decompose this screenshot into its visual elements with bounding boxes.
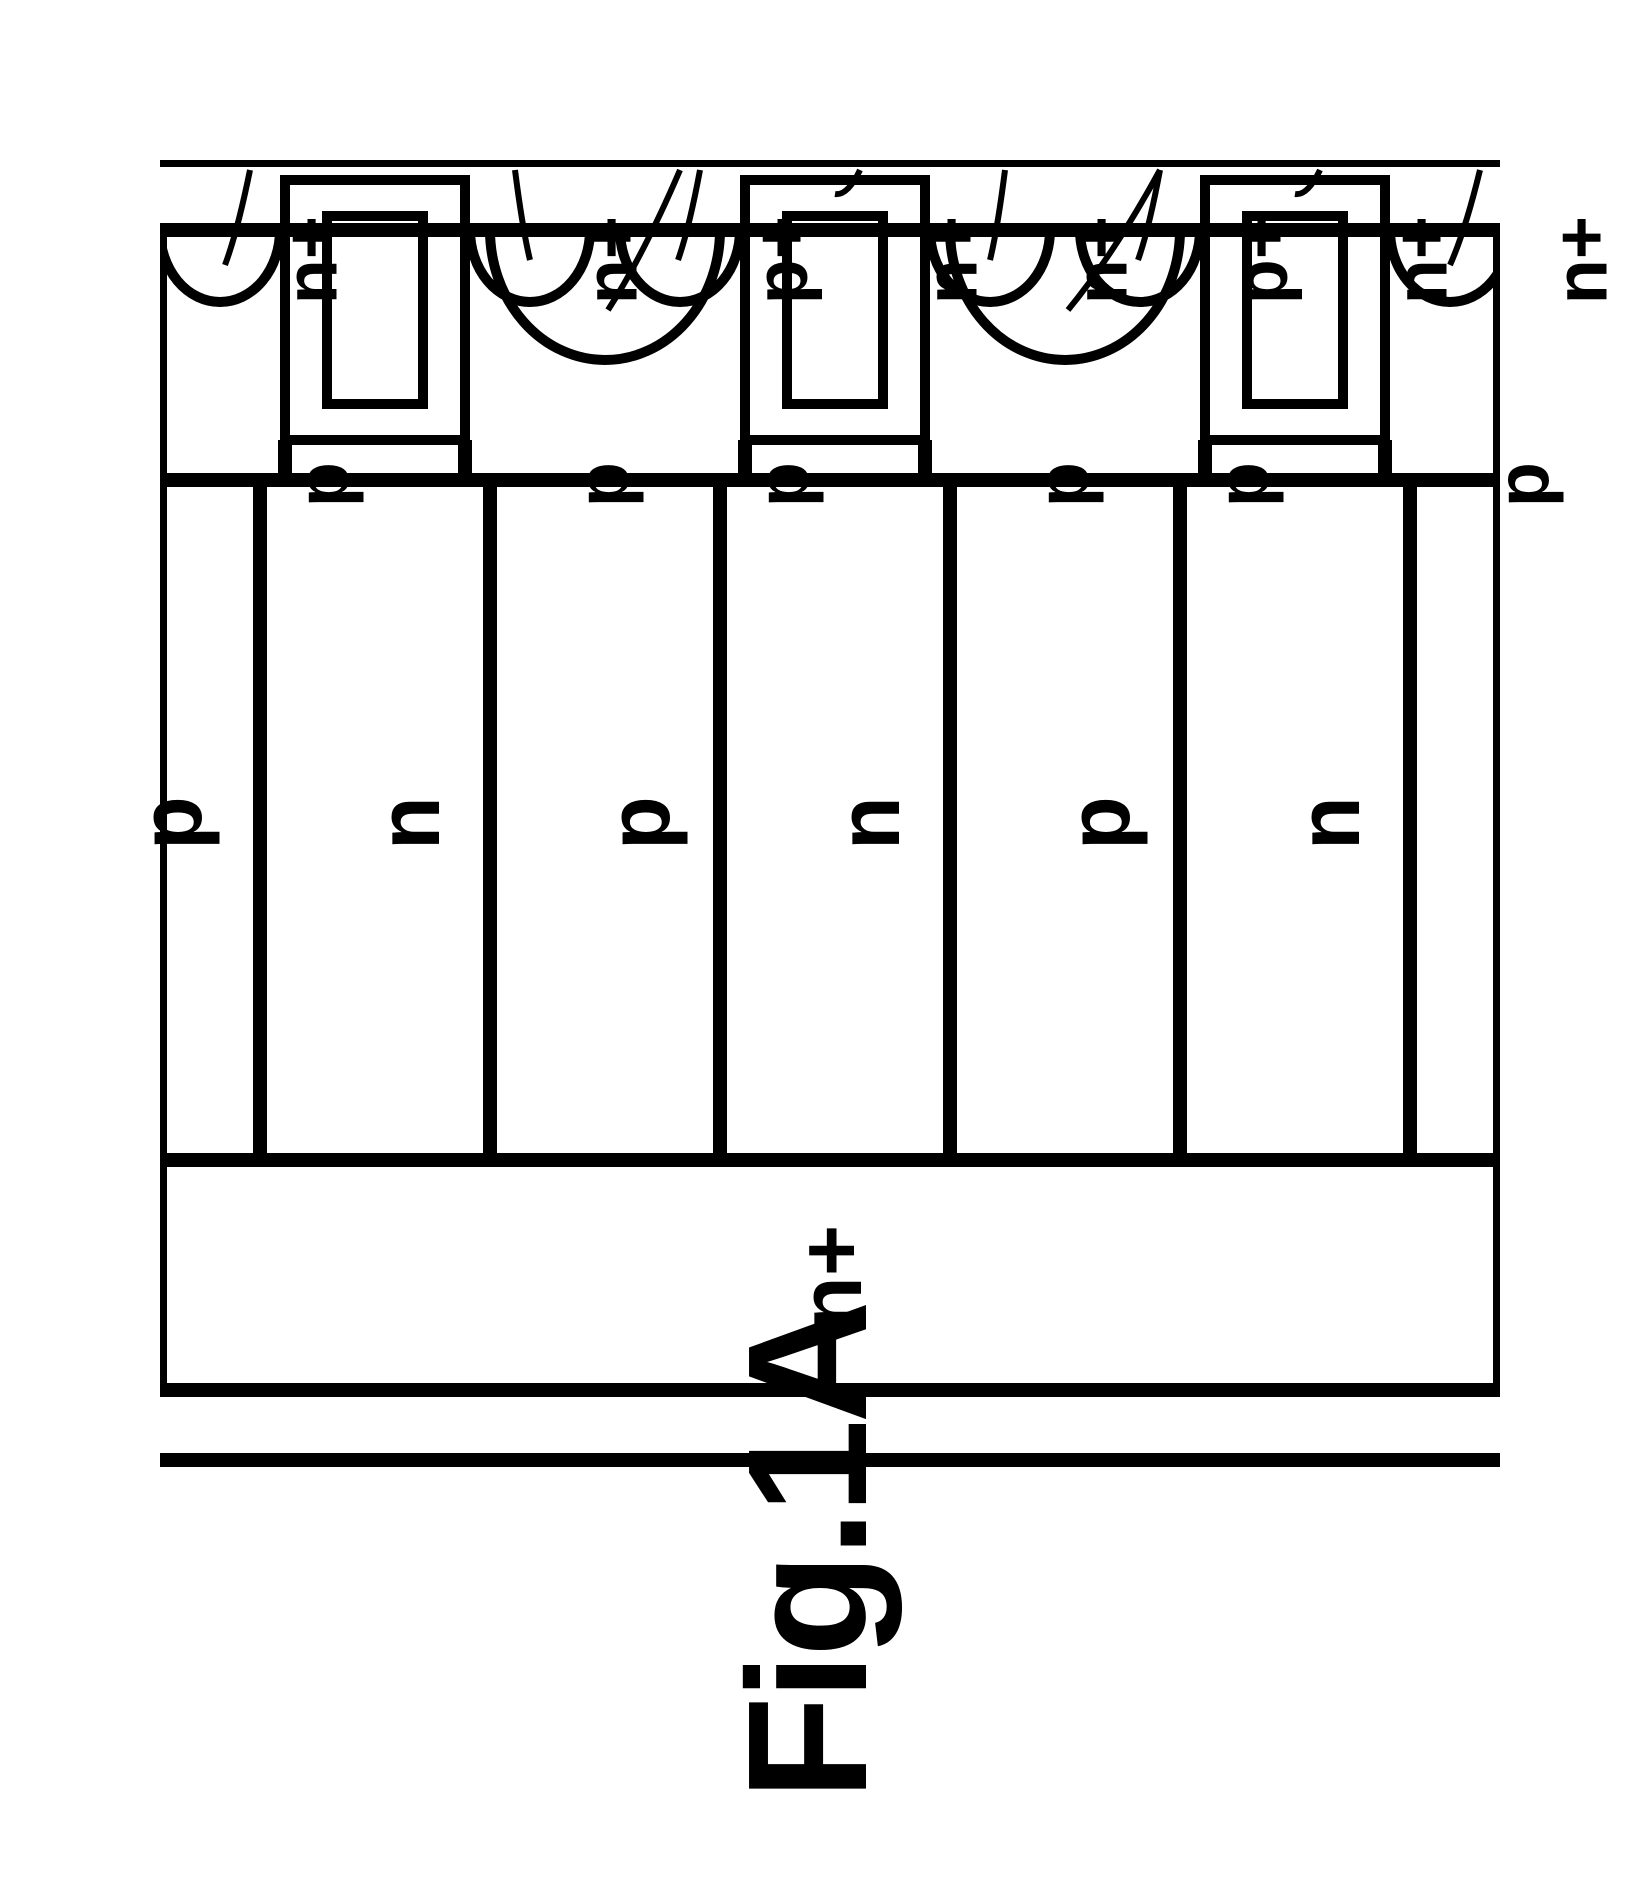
body-label-4: p — [1200, 462, 1285, 507]
top-label-1: n+ — [568, 216, 653, 304]
body-label-0: p — [280, 462, 365, 507]
sj-label-4: p — [1048, 796, 1150, 850]
sj-label-5: n — [1278, 796, 1380, 850]
top-label-7: n+ — [1538, 216, 1623, 304]
page: Fig.1A n+ n+ p+ n+ n+ p+ n+ n+ p p p p p p p n p n p n n+ — [0, 0, 1633, 1889]
sj-label-3: n — [818, 796, 920, 850]
top-label-3: n+ — [908, 216, 993, 304]
body-label-5: p — [1480, 462, 1565, 507]
sj-label-0: p — [120, 796, 222, 850]
top-label-5: p+ — [1218, 216, 1303, 304]
sj-label-1: n — [358, 796, 460, 850]
figure-label: Fig.1A — [710, 1305, 906, 1800]
body-label-3: p — [1020, 462, 1105, 507]
top-label-4: n+ — [1058, 216, 1143, 304]
top-label-6: n+ — [1378, 216, 1463, 304]
body-label-2: p — [740, 462, 825, 507]
substrate-label: n+ — [780, 1225, 882, 1330]
body-label-1: p — [560, 462, 645, 507]
top-label-0: n+ — [268, 216, 353, 304]
top-label-2: p+ — [738, 216, 823, 304]
sj-label-2: p — [588, 796, 690, 850]
